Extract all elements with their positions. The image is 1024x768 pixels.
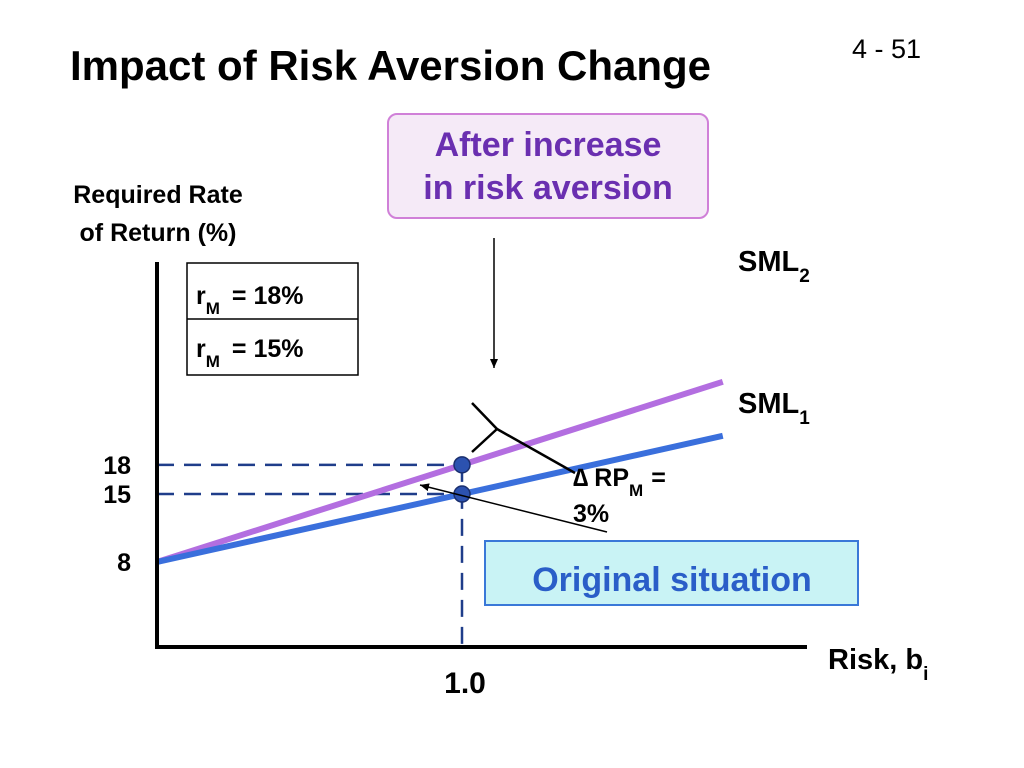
slide-number: 4 - 51 bbox=[852, 34, 921, 64]
sml2-label: SML2 bbox=[738, 246, 810, 287]
original-situation-callout: Original situation bbox=[484, 540, 859, 606]
delta-bracket bbox=[471, 402, 576, 475]
x-axis-label: Risk, bi bbox=[828, 644, 928, 685]
market-return-after: rM = 18% bbox=[196, 282, 304, 318]
original-arrow bbox=[419, 483, 608, 533]
after-callout-line-2: in risk aversion bbox=[423, 169, 672, 207]
market-return-before: rM = 15% bbox=[196, 335, 304, 371]
y-axis-label-line-1: Required Rate bbox=[73, 181, 243, 209]
y-tick-label: 15 bbox=[103, 481, 131, 509]
y-tick-label: 8 bbox=[117, 549, 131, 577]
guide-lines bbox=[157, 463, 464, 647]
delta-rp-label: ∆ RPM = bbox=[573, 464, 666, 500]
y-tick-label: 18 bbox=[103, 452, 131, 480]
after-callout-line-1: After increase bbox=[435, 126, 662, 164]
x-tick-label: 1.0 bbox=[444, 667, 486, 700]
original-callout-text: Original situation bbox=[532, 561, 812, 599]
y-axis-label-line-2: of Return (%) bbox=[80, 219, 237, 247]
slide-title: Impact of Risk Aversion Change bbox=[70, 42, 711, 89]
market-return-box: rM = 18% rM = 15% bbox=[186, 262, 359, 376]
sml1-label: SML1 bbox=[738, 388, 810, 429]
sml2-line bbox=[156, 378, 724, 565]
market-point-after bbox=[453, 456, 471, 474]
after-increase-callout: After increase in risk aversion bbox=[387, 113, 709, 219]
delta-rp-value: 3% bbox=[573, 500, 609, 528]
sml1-line bbox=[156, 432, 724, 565]
